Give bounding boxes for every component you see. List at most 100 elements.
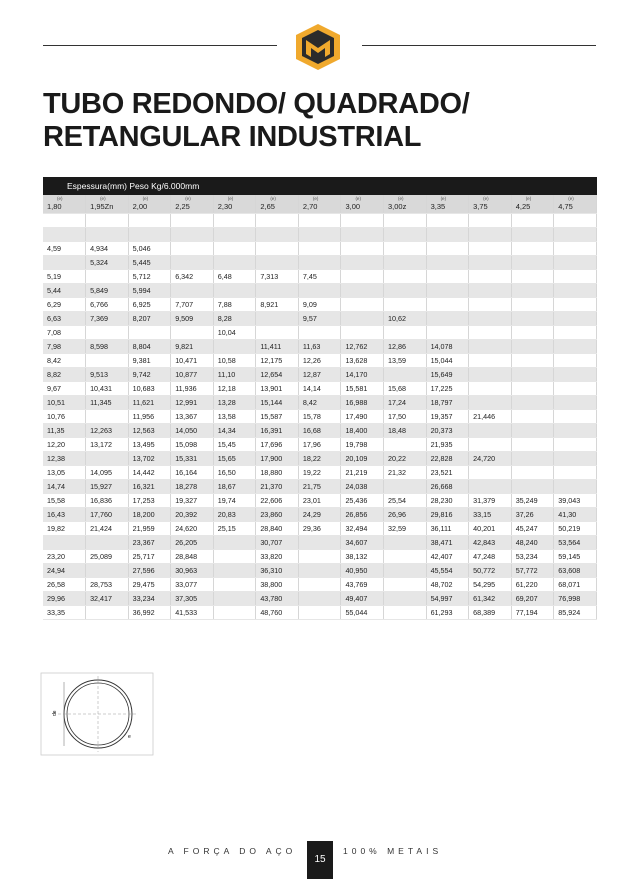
cell: 40,201 — [468, 521, 512, 536]
cell: 5,19 — [43, 269, 87, 284]
empty-cell — [468, 283, 512, 298]
cell: 7,88 — [213, 297, 257, 312]
cell: 12,654 — [255, 367, 299, 382]
empty-cell — [511, 269, 555, 284]
empty-cell — [298, 241, 342, 256]
empty-cell — [553, 423, 597, 438]
table-row: 7,98 8,598 8,804 9,821 11,411 11,63 12,762 12,8… — [43, 339, 597, 354]
cell: 13,58 — [213, 409, 257, 424]
cell: 69,207 — [511, 591, 555, 606]
cell: 16,50 — [213, 465, 257, 480]
column-header: (e) 2,65 — [255, 195, 299, 214]
cell: 28,848 — [170, 549, 214, 564]
table-row — [43, 227, 597, 242]
cell: 8,42 — [43, 353, 87, 368]
cell: 19,798 — [340, 437, 384, 452]
empty-cell — [553, 381, 597, 396]
empty-cell — [85, 269, 129, 284]
cell: 11,621 — [128, 395, 172, 410]
empty-cell — [255, 227, 299, 242]
column-header: (e) 2,70 — [298, 195, 342, 214]
cell: 17,490 — [340, 409, 384, 424]
empty-cell — [383, 227, 427, 242]
empty-cell — [383, 549, 427, 564]
cell: 48,760 — [255, 605, 299, 620]
empty-cell — [340, 241, 384, 256]
empty-cell — [383, 213, 427, 228]
table-row: 7,08 10,04 — [43, 325, 597, 340]
empty-cell — [426, 283, 470, 298]
empty-cell — [553, 479, 597, 494]
table-row: 10,51 11,345 11,621 12,991 13,28 15,144 8,42 16… — [43, 395, 597, 410]
empty-cell — [128, 325, 172, 340]
empty-cell — [298, 325, 342, 340]
cell: 32,417 — [85, 591, 129, 606]
cell: 47,248 — [468, 549, 512, 564]
cell: 14,34 — [213, 423, 257, 438]
empty-cell — [468, 213, 512, 228]
empty-cell — [213, 227, 257, 242]
cell: 24,620 — [170, 521, 214, 536]
empty-cell — [213, 213, 257, 228]
cell: 9,821 — [170, 339, 214, 354]
cell: 6,63 — [43, 311, 87, 326]
empty-cell — [511, 409, 555, 424]
empty-cell — [213, 283, 257, 298]
cell: 16,988 — [340, 395, 384, 410]
empty-cell — [553, 297, 597, 312]
empty-cell — [85, 227, 129, 242]
cell: 7,98 — [43, 339, 87, 354]
cell: 13,702 — [128, 451, 172, 466]
column-header: (e) 4,25 — [511, 195, 555, 214]
footer-left: A FORÇA DO AÇO — [168, 846, 297, 856]
cell: 21,75 — [298, 479, 342, 494]
cell: 11,345 — [85, 395, 129, 410]
column-label: 1,80 — [47, 202, 62, 211]
cell: 13,59 — [383, 353, 427, 368]
cell: 63,608 — [553, 563, 597, 578]
cell: 19,22 — [298, 465, 342, 480]
empty-cell — [553, 269, 597, 284]
empty-cell — [511, 381, 555, 396]
cell: 15,58 — [43, 493, 87, 508]
cell: 23,20 — [43, 549, 87, 564]
cell: 21,446 — [468, 409, 512, 424]
empty-cell — [213, 577, 257, 592]
table-row: 6,63 7,369 8,207 9,509 8,28 9,57 10,62 — [43, 311, 597, 326]
cell: 5,994 — [128, 283, 172, 298]
empty-cell — [298, 535, 342, 550]
cell: 77,194 — [511, 605, 555, 620]
cell: 14,050 — [170, 423, 214, 438]
cell: 8,82 — [43, 367, 87, 382]
cell: 11,35 — [43, 423, 87, 438]
cell: 6,48 — [213, 269, 257, 284]
empty-cell — [511, 451, 555, 466]
column-label: 2,25 — [175, 202, 190, 211]
empty-cell — [511, 423, 555, 438]
cell: 5,712 — [128, 269, 172, 284]
cell: 33,35 — [43, 605, 87, 620]
column-label: 3,75 — [473, 202, 488, 211]
cell: 23,860 — [255, 507, 299, 522]
cell: 28,230 — [426, 493, 470, 508]
empty-cell — [468, 423, 512, 438]
empty-cell — [213, 591, 257, 606]
table-row: 26,58 28,753 29,475 33,077 38,800 43,769 48,70… — [43, 577, 597, 592]
unit-label: (e) — [398, 196, 404, 201]
table-row: 12,38 13,702 15,331 15,65 17,900 18,22 20,109 2… — [43, 451, 597, 466]
cell: 15,098 — [170, 437, 214, 452]
cell: 8,804 — [128, 339, 172, 354]
cell: 15,581 — [340, 381, 384, 396]
empty-cell — [383, 577, 427, 592]
cell: 7,45 — [298, 269, 342, 284]
empty-cell — [468, 479, 512, 494]
empty-cell — [340, 325, 384, 340]
cell: 49,407 — [340, 591, 384, 606]
empty-cell — [85, 325, 129, 340]
empty-cell — [511, 353, 555, 368]
cell: 17,50 — [383, 409, 427, 424]
footer-right: 100% METAIS — [343, 846, 443, 856]
empty-cell — [468, 325, 512, 340]
column-label: 2,70 — [302, 202, 318, 211]
empty-cell — [298, 213, 342, 228]
